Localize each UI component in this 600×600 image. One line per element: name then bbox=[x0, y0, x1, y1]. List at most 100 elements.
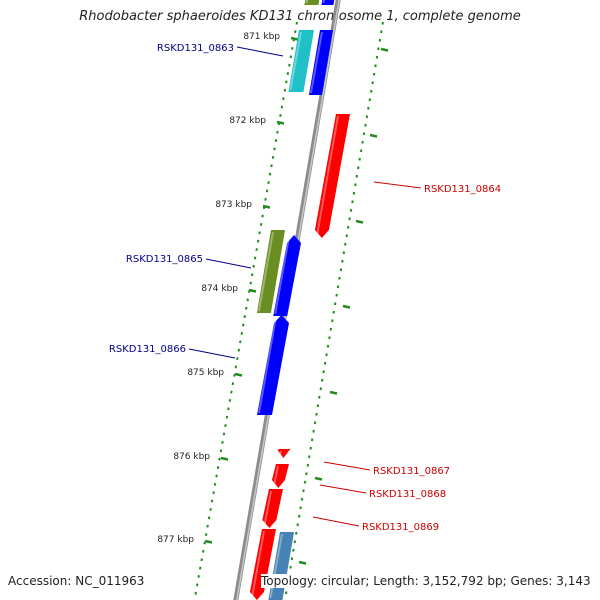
scale-tick-label: 876 kbp bbox=[173, 452, 210, 462]
scale-track-dot bbox=[365, 115, 369, 119]
scale-track-dot bbox=[280, 105, 284, 109]
cds-rskd131-0867 bbox=[277, 449, 291, 458]
scale-track-dot bbox=[227, 407, 230, 411]
scale-track-dot bbox=[351, 200, 354, 204]
scale-track-dot bbox=[372, 72, 376, 76]
scale-track-dot bbox=[243, 315, 246, 319]
cds-rskd131-0866 bbox=[257, 315, 289, 415]
scale-track-dot bbox=[305, 472, 308, 476]
scale-major-tick bbox=[220, 456, 229, 461]
feature-label: RSKD131_0863 bbox=[157, 43, 234, 54]
scale-track-dot bbox=[338, 276, 341, 280]
scale-track-dot bbox=[252, 264, 255, 268]
scale-track-dot bbox=[325, 353, 328, 357]
scale-track-dot bbox=[207, 516, 211, 520]
scale-track-dot bbox=[264, 197, 267, 201]
scale-track-dot bbox=[289, 55, 293, 59]
accession-text: Accession: NC_011963 bbox=[8, 574, 145, 588]
cds-reverse-feature bbox=[249, 529, 276, 600]
scale-tick-label: 877 kbp bbox=[157, 535, 194, 545]
scale-track-dot bbox=[357, 166, 360, 170]
scale-track-dot bbox=[354, 183, 357, 187]
scale-track-dot bbox=[194, 591, 197, 595]
scale-track-dot bbox=[233, 373, 236, 377]
scale-track-dot bbox=[231, 382, 235, 386]
scale-track-dot bbox=[206, 524, 209, 528]
scale-track-dot bbox=[300, 497, 304, 501]
scale-track-dot bbox=[271, 155, 275, 159]
scale-track-dot bbox=[222, 432, 226, 436]
scale-track-dot bbox=[212, 491, 215, 495]
scale-track-dot bbox=[355, 174, 359, 178]
scale-track-dot bbox=[358, 157, 361, 161]
scale-track-dot bbox=[258, 231, 261, 235]
scale-track-dot bbox=[335, 293, 338, 297]
feature-rskd131-0863-shine bbox=[289, 31, 302, 91]
scale-major-tick bbox=[314, 476, 323, 481]
scale-track-dot bbox=[236, 357, 239, 360]
scale-track-dot bbox=[288, 63, 291, 67]
scale-track-dot bbox=[367, 106, 370, 110]
scale-track-dot bbox=[239, 340, 242, 344]
scale-track-dot bbox=[255, 248, 258, 252]
feature-label: RSKD131_0866 bbox=[109, 344, 186, 355]
scale-track-dot bbox=[380, 30, 383, 34]
scale-track-dot bbox=[320, 378, 324, 382]
scale-track-dot bbox=[210, 499, 214, 503]
scale-track-dot bbox=[364, 123, 367, 127]
scale-track-dot bbox=[267, 181, 270, 184]
scale-track-dot bbox=[253, 256, 257, 260]
scale-track-dot bbox=[336, 285, 340, 289]
cds-rskd131-0864-shine bbox=[315, 115, 339, 237]
scale-track-dot bbox=[323, 361, 327, 365]
scale-track-dot bbox=[349, 208, 353, 212]
scale-tick-label: 875 kbp bbox=[187, 368, 224, 378]
scale-track-dot bbox=[221, 440, 224, 444]
scale-track-dot bbox=[316, 404, 320, 408]
topology-text: Topology: circular; Length: 3,152,792 bp… bbox=[261, 574, 591, 588]
label-leader-line bbox=[205, 258, 252, 269]
scale-track-dot bbox=[361, 140, 364, 144]
scale-track-dot bbox=[374, 64, 377, 68]
cds-forward-feature bbox=[273, 235, 301, 316]
scale-track-dot bbox=[245, 306, 248, 310]
scale-track-dot bbox=[345, 234, 348, 238]
scale-track-dot bbox=[313, 421, 317, 425]
scale-track-dot bbox=[273, 147, 276, 151]
scale-track-dot bbox=[240, 331, 244, 335]
scale-track-dot bbox=[234, 365, 238, 369]
label-leader-line bbox=[319, 484, 367, 494]
scale-track-dot bbox=[312, 429, 315, 433]
scale-track-dot bbox=[297, 514, 301, 518]
scale-track-dot bbox=[293, 540, 297, 544]
gene-feature-shine bbox=[305, 0, 309, 4]
scale-track-dot bbox=[341, 259, 344, 263]
scale-track-dot bbox=[302, 489, 305, 493]
scale-track-dot bbox=[362, 132, 366, 136]
label-leader-line bbox=[323, 461, 371, 471]
scale-track-dot bbox=[371, 81, 374, 85]
scale-track-dot bbox=[295, 21, 298, 25]
cds-forward-feature-shine bbox=[274, 236, 290, 315]
scale-track-dot bbox=[294, 30, 297, 34]
scale-track-dot bbox=[201, 549, 205, 553]
scale-major-tick bbox=[369, 133, 378, 138]
scale-track-dot bbox=[256, 239, 260, 243]
cds-rskd131-0868 bbox=[271, 464, 289, 488]
scale-track-dot bbox=[196, 583, 199, 587]
scale-track-dot bbox=[283, 88, 287, 92]
scale-track-dot bbox=[228, 399, 232, 402]
cds-reverse-feature-shine bbox=[250, 530, 265, 599]
scale-track-dot bbox=[218, 457, 221, 461]
scale-track-dot bbox=[310, 438, 314, 442]
scale-track-dot bbox=[242, 323, 245, 327]
scale-track-dot bbox=[296, 523, 299, 527]
scale-track-dot bbox=[352, 191, 356, 195]
scale-track-dot bbox=[250, 273, 254, 277]
scale-track-dot bbox=[230, 390, 233, 394]
scale-major-tick bbox=[290, 36, 299, 41]
scale-track-dot bbox=[326, 344, 330, 348]
scale-track-dot bbox=[219, 449, 223, 453]
scale-major-tick bbox=[234, 372, 243, 377]
